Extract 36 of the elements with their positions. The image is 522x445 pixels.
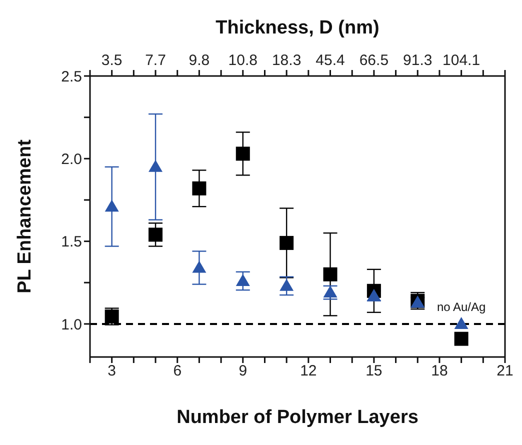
point [236,274,250,286]
annotation: 7.7 [145,52,166,69]
point [454,332,468,346]
y-tick-label: 1.0 [61,316,82,334]
annotation: 18.3 [272,52,302,69]
point [280,278,294,291]
x-tick-label: 18 [431,362,448,380]
x-tick-label: 21 [496,362,514,380]
point [236,146,250,161]
x-axis-title: Number of Polymer Layers [176,407,418,428]
annotation: 10.8 [228,52,258,69]
annotation: 9.8 [188,52,210,69]
y-tick-label: 2.0 [61,150,82,168]
point [148,160,163,172]
point [280,236,294,250]
x-tick-label: 12 [300,362,317,380]
y-tick-label: 1.5 [61,234,82,251]
point [104,200,119,212]
annotation: 66.5 [359,52,389,69]
x-tick-label: 9 [238,362,248,380]
x-tick-label: 15 [366,362,382,380]
point [454,316,468,329]
y-tick-label: 2.5 [61,68,82,86]
point [323,267,338,282]
annotation: 3.5 [101,52,122,69]
x-tick-label: 3 [108,362,116,380]
point [192,181,206,196]
annotation: 104.1 [442,52,480,69]
y-axis-title: PL Enhancement [14,138,36,294]
annotation: no Au/Ag [436,300,486,314]
annotation: 45.4 [316,52,345,69]
annotation: 91.3 [403,52,432,69]
point [192,260,206,273]
x-tick-label: 6 [173,362,182,380]
point [148,228,163,242]
x2-axis-title: Thickness, D (nm) [216,17,380,38]
